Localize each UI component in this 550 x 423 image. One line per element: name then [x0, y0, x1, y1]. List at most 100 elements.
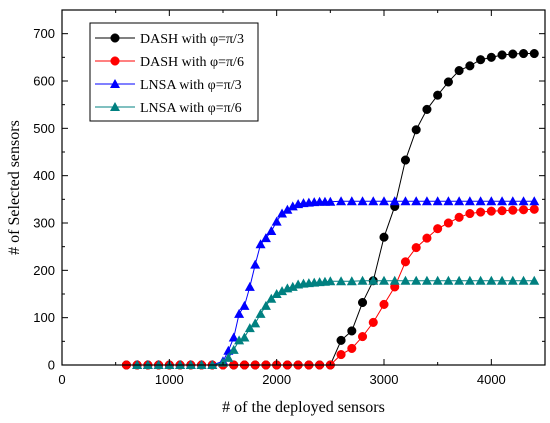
data-point: [433, 224, 443, 234]
legend-marker-4: [110, 102, 120, 111]
data-point: [368, 275, 379, 285]
data-point: [432, 196, 443, 206]
data-point: [255, 308, 266, 318]
data-point: [357, 332, 368, 342]
data-point: [507, 196, 518, 206]
data-point: [508, 49, 518, 59]
plot-frame: [61, 9, 546, 366]
data-point: [228, 332, 239, 342]
data-point: [486, 196, 497, 206]
data-point: [379, 299, 389, 309]
data-point: [347, 326, 357, 336]
data-point: [287, 281, 298, 291]
data-point: [454, 275, 465, 285]
data-point: [465, 208, 475, 219]
data-point: [411, 275, 422, 285]
data-point: [411, 243, 421, 253]
x-tick-label: 1000: [155, 372, 184, 387]
series-4: [132, 275, 540, 369]
y-tick-label: 600: [33, 74, 55, 89]
data-point: [357, 196, 368, 206]
data-point: [223, 352, 234, 362]
data-point: [260, 300, 271, 310]
axes: 0 1000 2000 3000 4000 0 100 200 300 400 500 600 700: [33, 9, 546, 387]
data-point: [454, 212, 464, 222]
x-tick-label: 0: [58, 372, 65, 387]
data-point: [271, 216, 282, 226]
data-point: [389, 196, 400, 206]
data-point: [443, 218, 453, 228]
data-point: [250, 259, 261, 269]
data-point: [507, 275, 518, 285]
data-point: [508, 205, 518, 215]
data-point: [475, 275, 486, 285]
data-point: [379, 275, 389, 285]
data-point: [277, 208, 288, 218]
data-point: [443, 77, 453, 87]
data-point: [346, 196, 357, 206]
data-point: [529, 196, 540, 206]
y-axis-title: # of Selected sensors: [6, 120, 23, 255]
data-point: [244, 281, 255, 291]
data-point: [518, 275, 529, 285]
data-point: [277, 286, 288, 296]
data-point: [421, 275, 432, 285]
x-tick-label: 2000: [262, 372, 291, 387]
x-axis-title: # of the deployed sensors: [222, 399, 385, 416]
data-point: [400, 196, 411, 206]
series-3-line: [137, 200, 535, 366]
y-tick-label: 700: [33, 26, 55, 41]
data-point: [379, 232, 389, 242]
data-point: [250, 318, 261, 328]
data-point: [486, 206, 496, 216]
series-2: [121, 204, 539, 370]
x-tick-label: 4000: [477, 372, 506, 387]
data-point: [357, 297, 368, 308]
data-point: [443, 275, 454, 285]
data-point: [422, 104, 432, 114]
y-tick-label: 400: [33, 168, 55, 183]
data-point: [368, 317, 378, 327]
data-point: [529, 48, 539, 59]
data-point: [400, 275, 411, 285]
y-tick-label: 100: [33, 310, 55, 325]
data-point: [476, 207, 486, 217]
data-point: [271, 289, 282, 298]
data-point: [476, 55, 486, 65]
data-point: [465, 61, 475, 71]
data-point: [234, 308, 245, 318]
data-point: [443, 196, 454, 206]
data-point: [239, 300, 250, 310]
data-point: [336, 196, 347, 206]
x-tick-label: 3000: [370, 372, 399, 387]
series-2-line: [126, 208, 535, 366]
data-point: [422, 233, 432, 243]
data-point: [336, 350, 346, 360]
data-point: [518, 48, 529, 59]
data-point: [411, 125, 421, 135]
data-point: [529, 204, 539, 214]
legend-marker-2: [110, 56, 120, 66]
data-point: [266, 226, 277, 236]
data-point: [255, 239, 266, 249]
data-point: [389, 275, 400, 285]
data-point: [486, 52, 496, 62]
data-point: [379, 196, 389, 206]
data-point: [497, 50, 507, 60]
data-point: [368, 196, 379, 206]
data-point: [497, 275, 508, 285]
legend: DASH with φ=π/3 DASH with φ=π/6 LNSA with …: [89, 22, 259, 122]
data-point: [266, 293, 277, 303]
data-point: [475, 196, 486, 206]
data-point: [486, 275, 497, 285]
data-point: [518, 196, 529, 206]
data-point: [336, 335, 346, 345]
data-point: [325, 196, 336, 206]
data-point: [228, 344, 239, 354]
data-point: [400, 257, 411, 267]
data-point: [464, 275, 475, 285]
data-point: [454, 66, 464, 76]
data-point: [234, 335, 245, 345]
legend-marker-1: [110, 33, 120, 43]
